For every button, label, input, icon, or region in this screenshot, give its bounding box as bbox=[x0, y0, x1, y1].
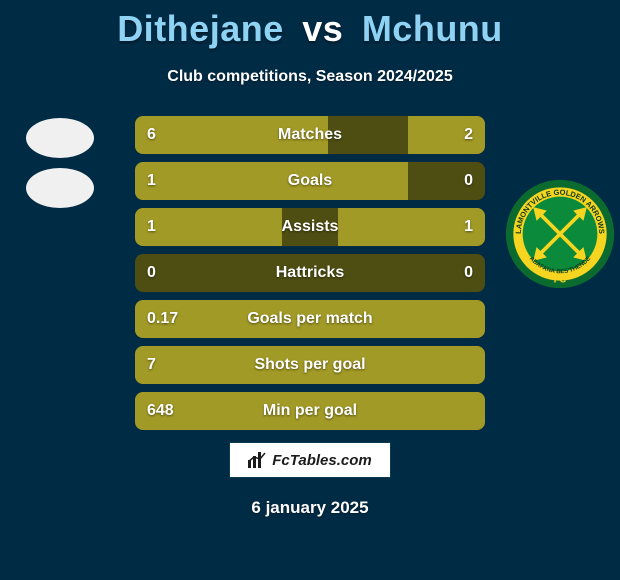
stat-label: Goals per match bbox=[135, 300, 485, 338]
stat-label: Goals bbox=[135, 162, 485, 200]
fctables-badge[interactable]: FcTables.com bbox=[229, 442, 391, 478]
player2-name: Mchunu bbox=[362, 8, 503, 49]
stat-row: 7Shots per goal bbox=[135, 346, 485, 384]
fctables-label: FcTables.com bbox=[272, 452, 371, 469]
date-label: 6 january 2025 bbox=[0, 498, 620, 518]
subtitle: Club competitions, Season 2024/2025 bbox=[0, 68, 620, 86]
stat-row: 648Min per goal bbox=[135, 392, 485, 430]
player2-club-logo: LAMONTVILLE GOLDEN ARROWS ABAFANA BES'TH… bbox=[504, 178, 616, 290]
comparison-title: Dithejane vs Mchunu bbox=[0, 0, 620, 50]
player1-club-logo-secondary bbox=[26, 168, 94, 208]
svg-text:FC: FC bbox=[554, 275, 567, 285]
stat-row: 62Matches bbox=[135, 116, 485, 154]
stat-label: Hattricks bbox=[135, 254, 485, 292]
stat-row: 11Assists bbox=[135, 208, 485, 246]
stat-row: 10Goals bbox=[135, 162, 485, 200]
stat-label: Min per goal bbox=[135, 392, 485, 430]
stats-container: 62Matches 10Goals 11Assists 00Hattricks 0.17… bbox=[135, 116, 485, 438]
stat-label: Shots per goal bbox=[135, 346, 485, 384]
stat-label: Assists bbox=[135, 208, 485, 246]
stat-row: 0.17Goals per match bbox=[135, 300, 485, 338]
fctables-icon bbox=[248, 452, 266, 468]
vs-label: vs bbox=[302, 8, 343, 49]
player1-club-logo bbox=[26, 118, 94, 158]
stat-label: Matches bbox=[135, 116, 485, 154]
player1-name: Dithejane bbox=[117, 8, 284, 49]
stat-row: 00Hattricks bbox=[135, 254, 485, 292]
